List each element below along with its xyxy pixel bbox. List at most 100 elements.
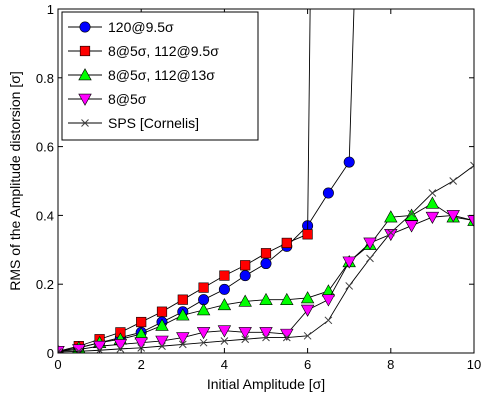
data-point: [300, 291, 315, 304]
legend-entry: 120@9.5σ: [68, 19, 174, 35]
series-layer: [58, 9, 474, 353]
y-tick-label: 0.4: [36, 208, 54, 223]
legend-marker: [78, 93, 92, 106]
data-point: [219, 270, 230, 281]
data-point: [282, 333, 291, 342]
series-4: [58, 161, 474, 353]
y-tick-label: 0: [47, 346, 54, 361]
data-point: [343, 156, 355, 168]
data-point: [467, 215, 474, 228]
legend-marker: [79, 21, 91, 33]
x-tick-label: 2: [138, 357, 145, 372]
data-point: [281, 237, 292, 249]
data-point: [324, 316, 333, 325]
data-point: [470, 161, 474, 170]
data-point: [199, 338, 208, 347]
data-point: [260, 258, 272, 270]
data-point: [321, 294, 336, 307]
legend-entry: 8@5σ, 112@9.5σ: [68, 43, 219, 59]
legend-entry: SPS [Cornelis]: [68, 115, 199, 131]
y-axis-label: RMS of the Amplitude distorsion [σ]: [7, 71, 23, 291]
data-point: [407, 209, 416, 218]
x-tick-label: 8: [387, 357, 394, 372]
data-point: [137, 343, 146, 352]
legend-marker: [81, 119, 89, 127]
data-point: [74, 347, 83, 353]
data-point: [280, 292, 294, 305]
legend-label: 8@5σ, 112@13σ: [108, 67, 215, 83]
legend-marker: [78, 68, 92, 81]
legend-box: [61, 11, 259, 141]
x-tick-label: 6: [304, 357, 311, 372]
data-point: [238, 327, 252, 340]
data-point: [384, 210, 398, 223]
data-point: [196, 327, 211, 340]
x-axis-label: Initial Amplitude [σ]: [207, 376, 325, 392]
data-point: [259, 292, 273, 305]
series-3: [58, 210, 474, 353]
data-point: [363, 237, 377, 250]
data-point: [136, 316, 147, 328]
legend-entry: 8@5σ, 112@13σ: [68, 67, 215, 83]
data-point: [239, 270, 251, 282]
data-point: [384, 229, 398, 242]
data-point: [72, 344, 86, 353]
data-point: [217, 325, 232, 338]
legend: 120@9.5σ 8@5σ, 112@9.5σ 8@5σ, 112@13σ 8@5σ S…: [61, 11, 259, 141]
data-point: [178, 340, 187, 349]
data-point: [158, 342, 166, 350]
data-point: [198, 282, 209, 293]
data-point: [449, 177, 458, 185]
data-point: [260, 248, 272, 259]
data-point: [404, 220, 419, 233]
data-point: [58, 348, 62, 353]
data-point: [176, 308, 190, 321]
data-point: [241, 335, 250, 344]
series-line: [58, 9, 355, 352]
data-point: [303, 331, 312, 340]
data-point: [155, 318, 169, 331]
y-tick-label: 0.2: [36, 277, 54, 292]
data-point: [302, 229, 313, 240]
data-point: [177, 294, 188, 305]
x-tick-label: 0: [54, 357, 61, 372]
y-tick-label: 0.6: [36, 140, 54, 155]
x-tick-label: 4: [221, 357, 228, 372]
data-point: [428, 189, 437, 197]
data-point: [366, 254, 374, 263]
legend-label: 120@9.5σ: [108, 19, 174, 35]
data-point: [176, 332, 190, 345]
data-point: [217, 298, 232, 311]
data-point: [155, 335, 169, 348]
data-point: [425, 196, 440, 209]
legend-marker: [79, 45, 91, 57]
data-point: [322, 187, 334, 199]
plot-frame: [57, 8, 475, 354]
data-point: [386, 228, 395, 237]
y-tick-label: 1: [47, 2, 54, 17]
data-point: [300, 304, 315, 317]
x-tick-label: 10: [467, 357, 481, 372]
data-point: [345, 282, 354, 290]
data-point: [425, 211, 440, 224]
data-point: [262, 333, 270, 342]
data-point: [446, 210, 460, 223]
legend-label: SPS [Cornelis]: [108, 115, 199, 131]
data-point: [220, 337, 229, 345]
data-point: [238, 294, 252, 307]
legend-label: 8@5σ, 112@9.5σ: [108, 43, 219, 59]
data-point: [404, 208, 419, 221]
data-point: [342, 256, 356, 269]
data-point: [218, 283, 230, 295]
data-point: [240, 260, 251, 271]
data-point: [156, 306, 168, 317]
legend-label: 8@5σ: [108, 91, 147, 107]
data-point: [116, 345, 125, 353]
data-point: [113, 339, 128, 352]
legend-entry: 8@5σ: [68, 91, 147, 107]
data-point: [196, 303, 211, 316]
data-point: [259, 327, 273, 340]
data-point: [134, 337, 148, 350]
y-tick-label: 0.8: [36, 71, 54, 86]
